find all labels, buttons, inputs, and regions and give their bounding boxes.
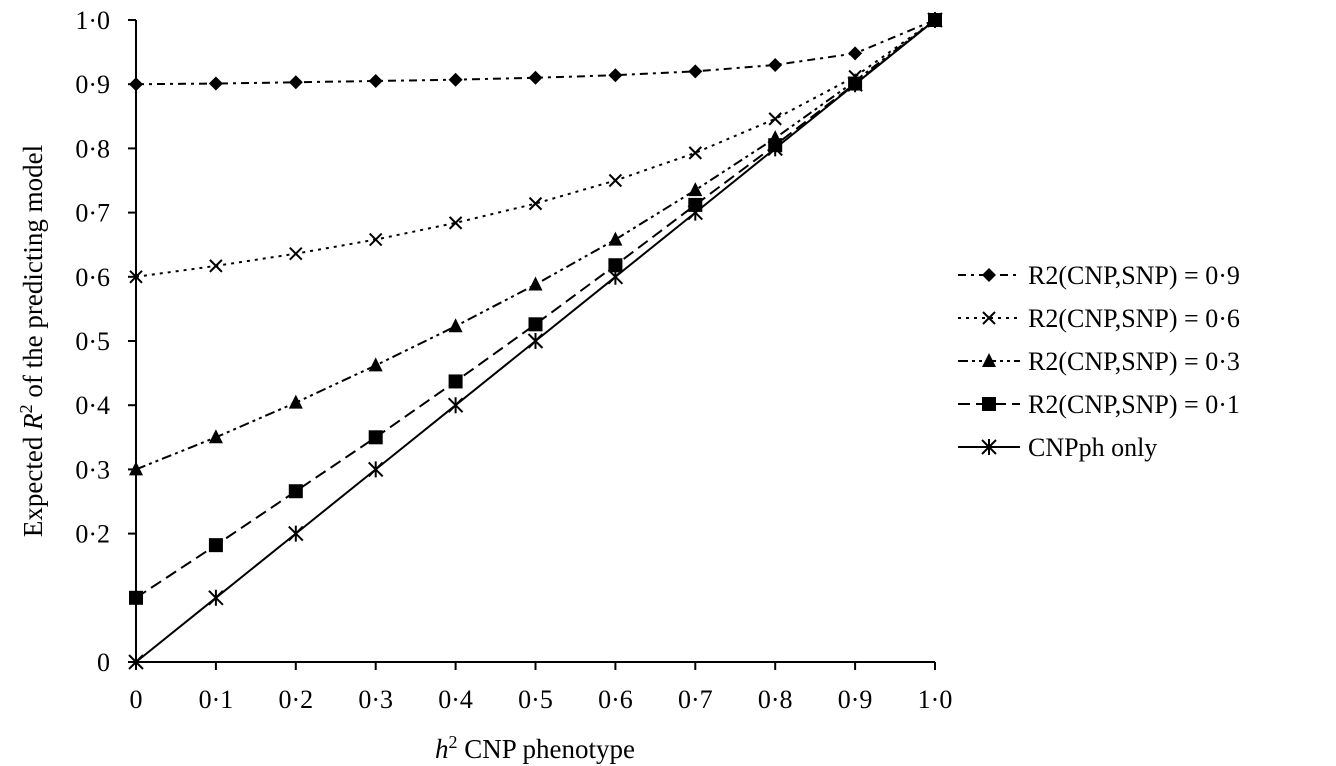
data-point: [528, 317, 543, 332]
legend-item: R2(CNP,SNP) = 0·6: [958, 304, 1240, 333]
y-tick-label: 0·5: [75, 327, 110, 356]
x-tick-label: 0·8: [758, 685, 793, 714]
x-tick-label: 0·9: [838, 685, 873, 714]
data-point: [768, 57, 783, 72]
y-tick-label: 0·7: [75, 199, 110, 228]
legend-label: R2(CNP,SNP) = 0·9: [1028, 261, 1240, 290]
y-axis-label-post: of the predicting model: [18, 145, 48, 404]
legend-item: R2(CNP,SNP) = 0·1: [958, 390, 1240, 419]
data-point: [608, 258, 623, 273]
x-axis-label-text: CNP phenotype: [458, 734, 636, 764]
data-point: [768, 112, 782, 126]
data-point: [209, 259, 223, 273]
x-axis-label-sup: 2: [449, 732, 458, 752]
data-point: [208, 589, 224, 606]
x-tick-label: 0·1: [199, 685, 234, 714]
data-point: [288, 525, 304, 542]
x-tick-label: 0·2: [278, 685, 313, 714]
data-point: [448, 374, 463, 389]
y-ticks: 0 0·2 0·3 0·4 0·5 0·6 0·7 0·8 0·9 1·0: [75, 6, 136, 677]
x-tick-label: 0·3: [358, 685, 393, 714]
data-point: [528, 196, 543, 211]
data-point: [608, 68, 623, 83]
legend-label: R2(CNP,SNP) = 0·1: [1028, 390, 1240, 419]
legend-marker: [981, 439, 997, 455]
data-point: [288, 484, 303, 499]
data-point: [208, 429, 223, 444]
data-point: [688, 64, 703, 79]
data-point: [607, 268, 624, 285]
x-tick-label: 0·4: [438, 685, 473, 714]
data-point: [687, 204, 704, 221]
data-point: [688, 146, 703, 160]
data-point: [688, 182, 703, 197]
legend-item: CNPph only: [958, 433, 1157, 462]
legend-label: CNPph only: [1028, 433, 1157, 462]
data-point: [528, 276, 543, 291]
legend-item: R2(CNP,SNP) = 0·9: [958, 261, 1240, 290]
x-axis-label: h2 CNP phenotype: [435, 732, 635, 764]
legend-label: R2(CNP,SNP) = 0·3: [1028, 347, 1240, 376]
x-axis-label-var: h: [435, 734, 449, 764]
data-point: [368, 357, 383, 372]
data-point: [288, 394, 303, 409]
series-x: [129, 13, 942, 284]
series-line: [135, 19, 936, 599]
y-axis-label-var: R: [18, 413, 48, 431]
plot-area: [128, 12, 943, 670]
series-diamond: [129, 13, 942, 92]
data-point: [608, 231, 623, 246]
data-point: [367, 461, 384, 478]
data-point: [448, 318, 463, 333]
data-point: [848, 46, 863, 61]
y-tick-label: 0·6: [75, 263, 110, 292]
series-line: [135, 19, 936, 471]
y-tick-label: 0·8: [75, 134, 110, 163]
data-point: [528, 70, 543, 85]
y-tick-label: 0·2: [75, 520, 110, 549]
y-tick-label: 1·0: [75, 6, 110, 35]
data-point: [208, 76, 223, 91]
data-point: [527, 333, 544, 349]
legend-marker: [982, 268, 996, 282]
data-point: [767, 140, 783, 157]
legend: R2(CNP,SNP) = 0·9 R2(CNP,SNP) = 0·6 R2(CNP…: [958, 261, 1240, 462]
x-tick-label: 0·7: [678, 685, 713, 714]
y-axis-label-pre: Expected: [18, 430, 48, 537]
data-point: [447, 397, 464, 414]
data-point: [368, 232, 383, 247]
series-square: [129, 13, 942, 605]
data-point: [608, 173, 623, 188]
data-point: [847, 76, 863, 93]
x-tick-label: 0·5: [518, 685, 553, 714]
legend-marker: [982, 353, 996, 367]
data-point: [288, 75, 303, 90]
x-tick-label: 1·0: [918, 685, 953, 714]
y-axis-label: Expected R2 of the predicting model: [16, 145, 48, 537]
x-ticks: 0 0·1 0·2 0·3 0·4 0·5 0·6 0·7 0·8 0·9 1·0: [130, 662, 953, 714]
legend-marker: [982, 311, 996, 325]
legend-marker: [982, 397, 996, 411]
y-tick-label: 0: [97, 648, 110, 677]
data-point: [448, 72, 463, 87]
x-tick-label: 0: [130, 685, 143, 714]
y-tick-label: 0·4: [75, 391, 110, 420]
y-tick-label: 0·9: [75, 70, 110, 99]
data-point: [448, 216, 463, 230]
y-axis-label-sup: 2: [16, 404, 36, 413]
y-tick-label: 0·3: [75, 455, 110, 484]
data-point: [927, 12, 943, 28]
data-point: [208, 538, 223, 553]
series-line: [135, 19, 936, 278]
series-asterisk: [128, 12, 943, 670]
data-point: [289, 246, 303, 261]
legend-item: R2(CNP,SNP) = 0·3: [958, 347, 1240, 376]
x-tick-label: 0·6: [598, 685, 633, 714]
data-point: [368, 73, 383, 88]
data-point: [368, 430, 383, 445]
legend-label: R2(CNP,SNP) = 0·6: [1028, 304, 1240, 333]
